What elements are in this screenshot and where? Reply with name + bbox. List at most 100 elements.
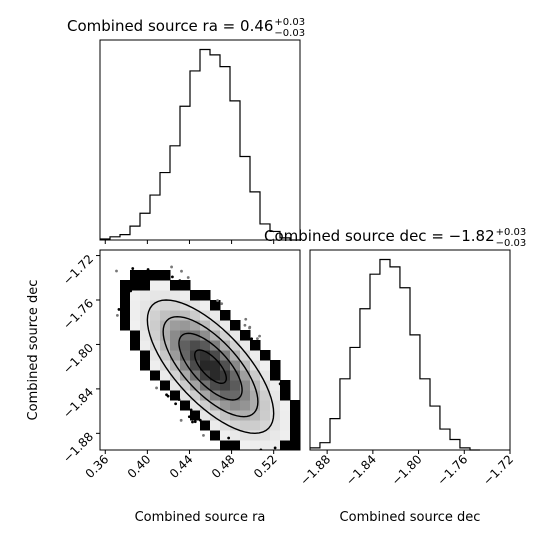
density-cell bbox=[190, 320, 201, 331]
density-cell bbox=[230, 380, 241, 391]
dec-histogram-bar bbox=[440, 429, 450, 450]
density-cell bbox=[290, 430, 300, 441]
density-point bbox=[179, 418, 183, 422]
density-cell bbox=[140, 280, 151, 291]
density-point bbox=[159, 275, 163, 279]
ra-histogram-panel: Combined source ra = 0.46 +0.03 −0.03 bbox=[67, 17, 305, 244]
density-cells bbox=[115, 265, 300, 450]
density-cell bbox=[240, 340, 251, 351]
density-point bbox=[224, 311, 228, 314]
density-cell bbox=[200, 400, 211, 411]
density-cell bbox=[130, 270, 141, 281]
density-point bbox=[230, 441, 233, 445]
density-cell bbox=[150, 320, 161, 331]
density-cell bbox=[270, 380, 281, 391]
density-cell bbox=[210, 360, 221, 371]
density-cell bbox=[250, 380, 261, 391]
dec-histogram-tick-label: −1.80 bbox=[389, 452, 425, 488]
density-point bbox=[115, 314, 119, 317]
density-cell bbox=[200, 420, 211, 431]
density-point bbox=[137, 285, 140, 289]
density-point bbox=[129, 280, 133, 283]
dec-histogram-bar bbox=[410, 335, 420, 450]
density-point bbox=[258, 334, 261, 338]
dec-histogram-bar bbox=[400, 288, 410, 450]
density-cell bbox=[260, 350, 271, 361]
density-cell bbox=[170, 310, 181, 321]
density-cell bbox=[270, 430, 281, 441]
dec-title-text: Combined source dec = −1.82 bbox=[264, 227, 495, 245]
density-cell bbox=[140, 270, 151, 281]
density-cell bbox=[140, 310, 151, 321]
density-cell bbox=[290, 440, 300, 450]
density-cell bbox=[160, 310, 171, 321]
density-cell bbox=[200, 290, 211, 301]
density-point bbox=[185, 280, 189, 284]
density-cell bbox=[230, 360, 241, 371]
density-cell bbox=[170, 320, 181, 331]
dec-histogram-axis-label: Combined source dec bbox=[340, 510, 481, 525]
density-cell bbox=[270, 370, 281, 381]
density-point bbox=[131, 267, 135, 270]
density-point bbox=[172, 283, 176, 287]
density-cell bbox=[260, 420, 271, 431]
density-cell bbox=[180, 320, 191, 331]
density-cell bbox=[200, 360, 211, 371]
ra-histogram-frame bbox=[99, 39, 301, 241]
density-cell bbox=[160, 330, 171, 341]
density-xtick-label: 0.44 bbox=[167, 452, 196, 481]
dec-histogram-bar bbox=[430, 406, 440, 450]
density-cell bbox=[220, 400, 231, 411]
density-xtick-label: 0.48 bbox=[209, 452, 238, 481]
density-point bbox=[202, 433, 205, 437]
density-point bbox=[115, 269, 118, 273]
ra-histogram-bar bbox=[200, 50, 210, 240]
density-contours bbox=[146, 299, 275, 435]
density-cell bbox=[160, 370, 171, 381]
density-cell bbox=[190, 400, 201, 411]
dec-histogram-bar bbox=[330, 419, 340, 450]
density-cell bbox=[210, 390, 221, 401]
density-cell bbox=[150, 360, 161, 371]
density-cell bbox=[210, 350, 221, 361]
ra-histogram-bar bbox=[150, 195, 160, 240]
density-cell bbox=[130, 310, 141, 321]
density-cell bbox=[170, 380, 181, 391]
density-cell bbox=[220, 350, 231, 361]
dec-histogram-bar bbox=[390, 267, 400, 450]
density-point bbox=[117, 308, 121, 311]
density-cell bbox=[170, 290, 181, 301]
density-cell bbox=[200, 340, 211, 351]
density-cell bbox=[190, 310, 201, 321]
density-cell bbox=[190, 300, 201, 311]
density-point bbox=[201, 292, 205, 295]
density-cell bbox=[220, 390, 231, 401]
density-cell bbox=[270, 420, 281, 431]
density-point bbox=[170, 265, 173, 269]
density-point bbox=[146, 268, 150, 271]
density-point bbox=[170, 275, 174, 279]
density-point bbox=[290, 419, 294, 423]
density-point bbox=[177, 398, 181, 401]
density-cell bbox=[140, 340, 151, 351]
density-cell bbox=[190, 290, 201, 301]
ra-histogram-bar bbox=[160, 173, 170, 240]
density-cell bbox=[230, 420, 241, 431]
dec-axis-label: Combined source dec bbox=[26, 280, 41, 421]
density-point bbox=[197, 297, 201, 301]
density-cell bbox=[180, 360, 191, 371]
density-cell bbox=[130, 300, 141, 311]
density-cell bbox=[150, 270, 161, 281]
density-cell bbox=[120, 290, 131, 301]
density-point bbox=[294, 404, 298, 408]
density-cell bbox=[120, 320, 131, 331]
ra-title: Combined source ra = 0.46 bbox=[67, 17, 273, 35]
density-point bbox=[248, 326, 251, 330]
density-cell bbox=[240, 380, 251, 391]
density-xtick-label: 0.36 bbox=[83, 452, 112, 481]
density-cell bbox=[270, 440, 281, 450]
ra-dec-density-panel: 0.36 0.40 0.44 0.48 0.52 −1.72 −1.76 −1.80 −1.8… bbox=[26, 249, 301, 525]
density-cell bbox=[160, 290, 171, 301]
density-cell bbox=[200, 380, 211, 391]
density-cell bbox=[120, 310, 131, 321]
